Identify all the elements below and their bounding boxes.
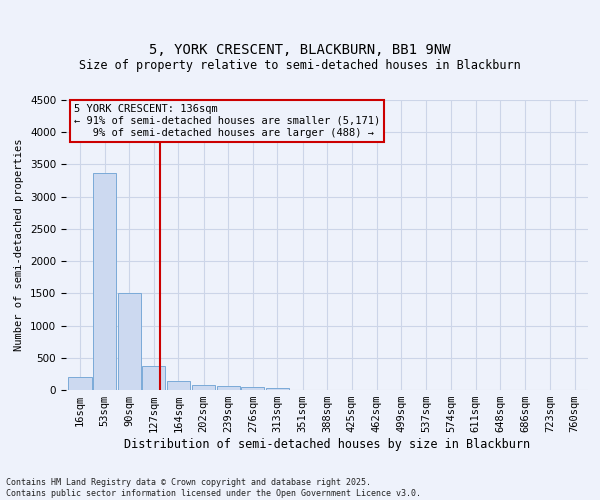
Bar [241, 387, 265, 390]
Bar [217, 386, 240, 390]
Bar [68, 378, 92, 390]
Text: Size of property relative to semi-detached houses in Blackburn: Size of property relative to semi-detach… [79, 60, 521, 72]
X-axis label: Distribution of semi-detached houses by size in Blackburn: Distribution of semi-detached houses by … [124, 438, 530, 451]
Bar [93, 173, 116, 390]
Bar [192, 385, 215, 390]
Text: 5 YORK CRESCENT: 136sqm
← 91% of semi-detached houses are smaller (5,171)
   9% : 5 YORK CRESCENT: 136sqm ← 91% of semi-de… [74, 104, 380, 138]
Bar [142, 366, 166, 390]
Bar [118, 293, 141, 390]
Bar [266, 388, 289, 390]
Text: Contains HM Land Registry data © Crown copyright and database right 2025.
Contai: Contains HM Land Registry data © Crown c… [6, 478, 421, 498]
Y-axis label: Number of semi-detached properties: Number of semi-detached properties [14, 138, 25, 352]
Bar [167, 380, 190, 390]
Text: 5, YORK CRESCENT, BLACKBURN, BB1 9NW: 5, YORK CRESCENT, BLACKBURN, BB1 9NW [149, 44, 451, 58]
